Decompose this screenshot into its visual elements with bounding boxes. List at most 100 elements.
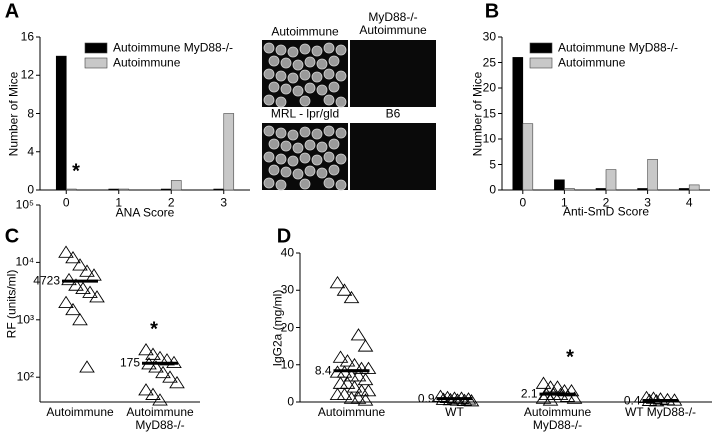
y-tick-label: 20 — [482, 80, 496, 95]
x-tick-label: 2 — [167, 195, 175, 210]
cell-nucleus — [304, 82, 316, 94]
cell-nucleus — [323, 42, 335, 54]
data-point — [353, 383, 370, 397]
cell-nucleus — [263, 68, 275, 80]
panel-letter: C — [4, 225, 20, 248]
legend-label: Autoimmune — [113, 55, 181, 70]
median-label: 8.4 — [314, 363, 332, 378]
x-tick-label: WT — [445, 405, 464, 419]
median-label: 0.4 — [623, 393, 641, 407]
cell-nucleus — [311, 128, 323, 140]
y-tick-label: 10⁵ — [15, 197, 34, 212]
cell-nucleus — [299, 69, 311, 81]
cell-nucleus — [335, 127, 347, 139]
y-axis-label: Number of Mice — [470, 71, 485, 156]
cell-nucleus — [316, 141, 328, 153]
data-point — [542, 393, 559, 406]
legend-label: Autoimmune — [558, 55, 626, 70]
data-point — [58, 295, 74, 308]
bar — [55, 55, 67, 191]
x-tick-label: Autoimmune — [317, 405, 386, 419]
data-point — [350, 369, 367, 382]
cell-nucleus — [328, 164, 340, 176]
y-tick-label: 25 — [482, 55, 496, 69]
y-tick-label: 16 — [20, 29, 34, 44]
x-tick-label: 0 — [62, 195, 70, 210]
data-point — [68, 278, 84, 291]
cell-nucleus — [335, 96, 347, 108]
cell-nucleus — [299, 95, 311, 107]
x-tick-label: Autoimmune — [46, 405, 114, 419]
data-point — [563, 383, 580, 397]
cell-nucleus — [268, 164, 280, 176]
data-point — [566, 391, 583, 404]
cell-nucleus — [323, 125, 335, 137]
cell-nucleus — [316, 58, 328, 70]
median-label: 0.9 — [417, 391, 435, 406]
data-point — [65, 302, 81, 316]
cell-nucleus — [268, 81, 280, 93]
data-point — [75, 281, 91, 295]
bar — [595, 188, 607, 191]
cell-nucleus — [268, 138, 280, 150]
y-tick-label: 0 — [489, 182, 496, 197]
data-point — [162, 370, 178, 383]
data-point — [357, 372, 374, 386]
data-point — [329, 387, 346, 400]
cell-nucleus — [323, 68, 335, 80]
significance-mark: * — [566, 346, 574, 369]
cell-nucleus — [280, 166, 292, 178]
cell-nucleus — [275, 127, 287, 139]
median-label: 4723 — [33, 273, 60, 288]
bar — [213, 188, 225, 191]
data-point — [159, 353, 175, 366]
bar — [678, 188, 690, 191]
y-tick-label: 10³ — [16, 312, 34, 327]
cell-nucleus — [299, 178, 311, 190]
data-point — [336, 283, 353, 296]
cell-nucleus — [275, 44, 287, 56]
data-point — [148, 360, 164, 373]
cell-nucleus — [263, 94, 275, 106]
cell-nucleus — [299, 126, 311, 138]
data-point — [559, 389, 576, 402]
legend-swatch — [529, 42, 553, 54]
cell-nucleus — [323, 151, 335, 163]
cell-nucleus — [316, 167, 328, 179]
cell-nucleus — [316, 84, 328, 96]
data-point — [463, 394, 480, 407]
median-label: 2.1 — [520, 386, 538, 401]
y-tick-label: 10⁴ — [15, 254, 34, 269]
data-point — [145, 347, 161, 360]
data-point — [350, 391, 367, 404]
cell-nucleus — [287, 129, 299, 141]
cell-nucleus — [328, 81, 340, 93]
data-point — [79, 264, 95, 277]
x-tick-label: 2 — [602, 195, 610, 210]
x-tick-label: 3 — [220, 195, 228, 210]
panel-letter: A — [4, 0, 20, 23]
x-tick-label: Autoimmune MyD88-/- — [126, 405, 194, 432]
legend-swatch — [84, 57, 108, 69]
significance-mark: * — [150, 318, 158, 341]
cell-nucleus — [280, 140, 292, 152]
panel-letter: D — [276, 225, 292, 248]
y-tick-label: 8 — [27, 106, 34, 120]
data-point — [61, 272, 77, 286]
cell-nucleus — [335, 44, 347, 56]
cell-nucleus — [323, 177, 335, 189]
y-axis-label: Number of Mice — [6, 71, 21, 156]
y-tick-label: 0 — [27, 182, 34, 197]
bar — [647, 159, 658, 191]
x-tick-label: WT MyD88-/- — [624, 405, 697, 419]
y-tick-label: 10 — [280, 357, 294, 372]
cell-nucleus — [323, 94, 335, 106]
bar — [160, 188, 172, 191]
data-point — [65, 251, 81, 264]
legend-label: Autoimmune MyD88-/- — [558, 40, 679, 55]
data-point — [357, 393, 374, 406]
x-tick-label: 0 — [519, 195, 527, 210]
micrograph — [350, 40, 436, 107]
data-point — [432, 389, 449, 402]
